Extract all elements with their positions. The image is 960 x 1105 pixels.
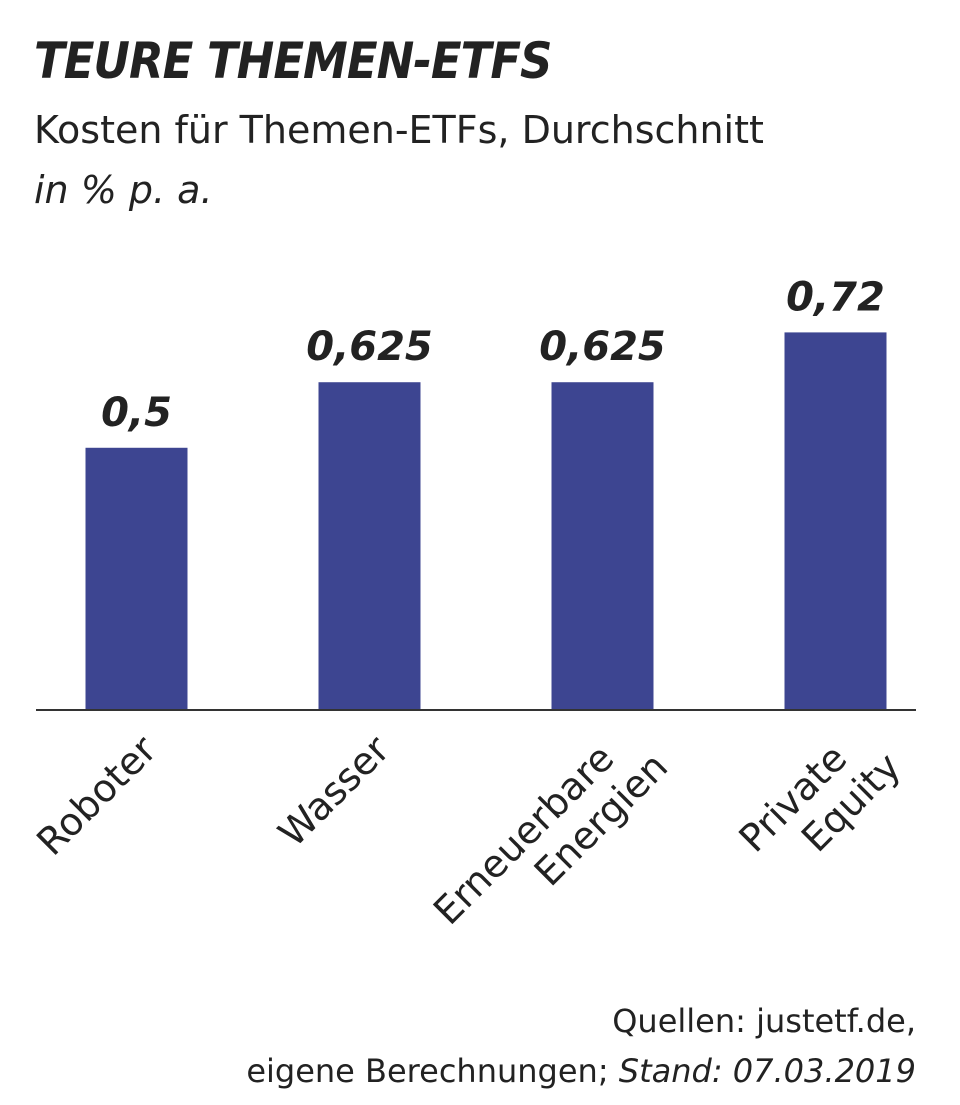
value-label: 0,72 (786, 274, 885, 320)
x-tick-label: Roboter (28, 727, 165, 864)
x-tick-label: Wasser (270, 727, 398, 855)
unit-label: in % p. a. (34, 168, 213, 212)
source-date: Stand: 07.03.2019 (619, 1052, 916, 1090)
value-label: 0,625 (306, 324, 433, 370)
bar (551, 382, 654, 710)
chart-subtitle: Kosten für Themen-ETFs, Durchschnitt (34, 108, 764, 152)
source: Quellen: justetf.de, (612, 1002, 916, 1040)
bar (784, 332, 887, 710)
source: eigene Berechnungen; Stand: 07.03.2019 (246, 1052, 916, 1090)
value-label: 0,5 (101, 390, 172, 436)
value-label: 0,625 (539, 324, 666, 370)
bar (318, 382, 421, 710)
x-tick-label: Erneuerbare Energien (425, 713, 676, 964)
chart-title: TEURE THEMEN-ETFS (34, 32, 551, 90)
bar (85, 447, 188, 710)
x-tick-label: Private Equity (731, 713, 910, 892)
source: eigene Berechnungen; (246, 1052, 608, 1090)
